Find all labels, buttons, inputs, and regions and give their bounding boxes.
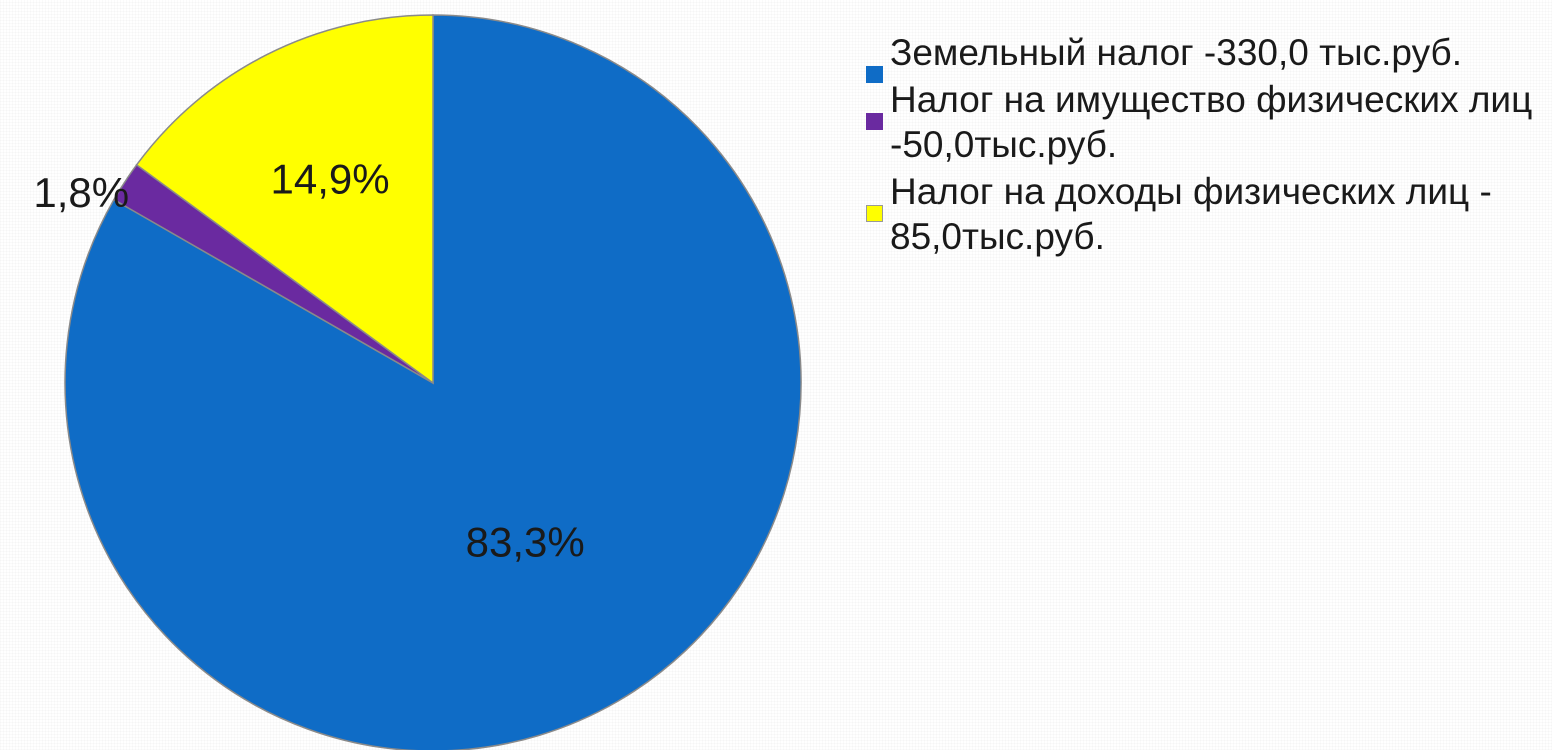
slice-label-income-tax: 14,9% <box>271 155 390 202</box>
legend-swatch-property-tax <box>866 113 883 130</box>
slice-label-land-tax: 83,3% <box>466 518 585 565</box>
legend-item-income-tax: Налог на доходы физических лиц - 85,0тыс… <box>862 169 1550 259</box>
pie-slice-land-tax <box>64 14 802 750</box>
legend-swatch-land-tax <box>866 66 883 83</box>
slice-label-property-tax: 1,8% <box>33 169 129 216</box>
legend-item-land-tax: Земельный налог -330,0 тыс.руб. <box>862 30 1550 83</box>
legend-swatch-income-tax <box>866 205 883 222</box>
chart-legend: Земельный налог -330,0 тыс.руб. Налог на… <box>862 30 1550 261</box>
legend-label-property-tax: Налог на имущество физических лиц -50,0т… <box>890 79 1533 165</box>
legend-item-property-tax: Налог на имущество физических лиц -50,0т… <box>862 77 1550 167</box>
pie-slice-income-tax <box>135 14 434 385</box>
pie-plot-area: 83,3% 1,8% 14,9% <box>33 14 802 750</box>
legend-label-income-tax: Налог на доходы физических лиц - 85,0тыс… <box>890 171 1492 257</box>
legend-label-land-tax: Земельный налог -330,0 тыс.руб. <box>890 32 1462 73</box>
